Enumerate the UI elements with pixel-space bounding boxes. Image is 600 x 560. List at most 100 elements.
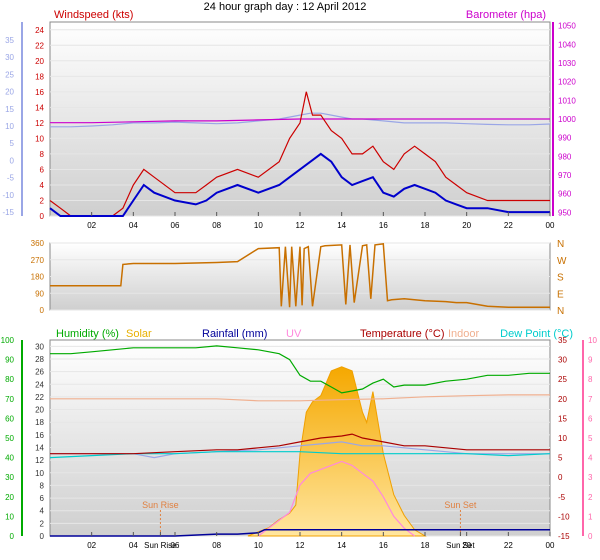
weather-x-tick: 12 <box>296 541 305 550</box>
temperature-tick: 20 <box>558 395 567 404</box>
humidity-tick: 0 <box>10 532 15 541</box>
uv-tick: 9 <box>588 356 593 365</box>
rainfall-tick: 26 <box>35 368 44 377</box>
barometer-tick: 1040 <box>558 40 576 49</box>
weather-x-tick: 08 <box>212 541 221 550</box>
windspeed-tick: 12 <box>35 119 44 128</box>
barometer-tick: 1020 <box>558 78 576 87</box>
rainfall-tick: 30 <box>35 342 44 351</box>
weather-x-tick: 04 <box>129 541 138 550</box>
windspeed-tick: 0 <box>40 212 45 221</box>
weather-x-tick: 20 <box>462 541 471 550</box>
rainfall-tick: 4 <box>40 507 45 516</box>
wind-outer-tick: 15 <box>5 105 14 114</box>
weather-x-tick: 16 <box>379 541 388 550</box>
windspeed-tick: 6 <box>40 165 45 174</box>
humidity-tick: 80 <box>5 375 14 384</box>
direction-panel: 360 N 270 W 180 S 90 E 0 N <box>31 239 567 317</box>
wind-x-tick: 04 <box>129 221 138 230</box>
barometer-tick: 950 <box>558 208 572 217</box>
temperature-tick: -15 <box>558 532 570 541</box>
weather-x-tick: 22 <box>504 541 513 550</box>
wind-x-tick: 00 <box>546 221 555 230</box>
humidity-tick: 50 <box>5 434 14 443</box>
uv-tick: 5 <box>588 434 593 443</box>
temperature-blue-line <box>50 441 550 459</box>
barometer-tick: 1010 <box>558 96 576 105</box>
rainfall-label: Rainfall (mm) <box>202 328 267 340</box>
weather-x-tick: 18 <box>421 541 430 550</box>
barometer-label: Barometer (hpa) <box>466 9 546 21</box>
solar-label: Solar <box>126 328 152 340</box>
barometer-tick: 990 <box>558 134 572 143</box>
wind-outer-tick: 25 <box>5 70 14 79</box>
temperature-tick: 10 <box>558 434 567 443</box>
barometer-tick: 1030 <box>558 59 576 68</box>
temperature-tick: -5 <box>558 493 566 502</box>
wind-outer-tick: 10 <box>5 122 14 131</box>
rainfall-tick: 12 <box>35 456 44 465</box>
humidity-tick: 30 <box>5 473 14 482</box>
direction-tick: 0 <box>40 306 45 315</box>
humidity-label: Humidity (%) <box>56 328 119 340</box>
windspeed-tick: 8 <box>40 150 45 159</box>
uv-tick: 3 <box>588 473 593 482</box>
temperature-tick: -10 <box>558 512 570 521</box>
wind-outer-tick: 35 <box>5 36 14 45</box>
windspeed-tick: 10 <box>35 134 44 143</box>
weather-x-tick: 02 <box>87 541 96 550</box>
wind-outer-tick: -15 <box>2 208 14 217</box>
rainfall-tick: 2 <box>40 519 45 528</box>
wind-x-tick: 02 <box>87 221 96 230</box>
indoor-label: Indoor <box>448 328 480 340</box>
barometer-tick: 1000 <box>558 115 576 124</box>
windspeed-tick: 18 <box>35 72 44 81</box>
wind-panel: Windspeed (kts) Barometer (hpa) 02468101… <box>2 9 576 230</box>
windspeed-tick: 20 <box>35 57 44 66</box>
wind-outer-tick: 5 <box>10 139 15 148</box>
wind-x-tick: 10 <box>254 221 263 230</box>
humidity-tick: 20 <box>5 493 14 502</box>
wind-outer-tick: -10 <box>2 191 14 200</box>
direction-tick: 270 <box>31 256 45 265</box>
weather-x-tick: 06 <box>171 541 180 550</box>
windspeed-label: Windspeed (kts) <box>54 9 133 21</box>
wind-outer-tick: 30 <box>5 53 14 62</box>
humidity-tick: 90 <box>5 356 14 365</box>
windspeed-tick: 14 <box>35 103 44 112</box>
temperature-label: Temperature (°C) <box>360 328 444 340</box>
temperature-tick: 5 <box>558 454 563 463</box>
rainfall-tick: 18 <box>35 418 44 427</box>
wind-outer-tick: 20 <box>5 88 14 97</box>
windspeed-tick: 16 <box>35 88 44 97</box>
wind-x-tick: 22 <box>504 221 513 230</box>
uv-tick: 4 <box>588 454 593 463</box>
uv-label: UV <box>286 328 302 340</box>
uv-tick: 7 <box>588 395 593 404</box>
wind-x-tick: 14 <box>337 221 346 230</box>
wind-gust-line <box>49 91 550 217</box>
barometer-tick: 1050 <box>558 22 576 31</box>
wind-x-tick: 08 <box>212 221 221 230</box>
wind-x-tick: 18 <box>421 221 430 230</box>
uv-tick: 2 <box>588 493 593 502</box>
wind-outer-tick: 0 <box>10 156 15 165</box>
humidity-tick: 10 <box>5 512 14 521</box>
temperature-line <box>50 433 550 455</box>
compass-tick: W <box>557 256 567 267</box>
wind-outer-tick: -5 <box>7 174 15 183</box>
sun-rise-label: Sun Rise <box>142 500 179 510</box>
page-title: 24 hour graph day : 12 April 2012 <box>204 1 367 13</box>
wind-x-tick: 16 <box>379 221 388 230</box>
weather-x-tick: Sun Set <box>446 541 475 550</box>
humidity-tick: 100 <box>1 336 15 345</box>
uv-tick: 8 <box>588 375 593 384</box>
rainfall-tick: 16 <box>35 431 44 440</box>
direction-tick: 360 <box>31 239 45 248</box>
rainfall-tick: 10 <box>35 469 44 478</box>
windspeed-tick: 2 <box>40 196 45 205</box>
temperature-tick: 25 <box>558 375 567 384</box>
humidity-tick: 70 <box>5 395 14 404</box>
weather-x-tick: Sun Rise <box>144 541 177 550</box>
